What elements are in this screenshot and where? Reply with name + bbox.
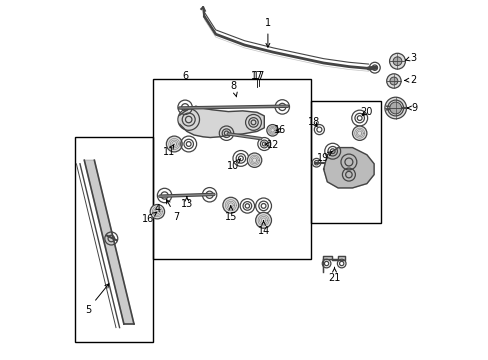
Circle shape	[255, 212, 271, 228]
Circle shape	[389, 53, 405, 69]
Text: 8: 8	[230, 81, 237, 97]
Text: 10: 10	[226, 158, 240, 171]
Text: 15: 15	[224, 206, 237, 222]
Circle shape	[384, 97, 406, 119]
Circle shape	[352, 126, 366, 140]
Text: 19: 19	[316, 152, 331, 163]
Text: 4: 4	[154, 204, 160, 214]
Circle shape	[266, 125, 278, 136]
Text: 17: 17	[250, 71, 263, 81]
Text: 20: 20	[360, 107, 372, 117]
Text: 17: 17	[252, 71, 264, 81]
Text: 14: 14	[257, 221, 269, 236]
Polygon shape	[84, 160, 134, 324]
Text: 21: 21	[327, 267, 340, 283]
Text: 5: 5	[84, 284, 109, 315]
Circle shape	[389, 77, 397, 85]
Circle shape	[247, 153, 261, 167]
Text: 13: 13	[181, 197, 193, 210]
Text: 12: 12	[264, 140, 279, 150]
Text: 18: 18	[307, 117, 320, 127]
Circle shape	[223, 197, 238, 213]
Text: 11: 11	[163, 144, 175, 157]
Polygon shape	[179, 106, 264, 138]
Text: 16: 16	[274, 125, 286, 135]
Circle shape	[150, 204, 164, 219]
Circle shape	[392, 57, 401, 66]
Polygon shape	[322, 256, 345, 272]
Text: 2: 2	[404, 75, 416, 85]
Polygon shape	[323, 148, 373, 188]
Text: 1: 1	[264, 18, 270, 47]
Text: 9: 9	[407, 103, 416, 113]
Circle shape	[386, 74, 400, 88]
Text: 3: 3	[405, 53, 416, 63]
Text: 7: 7	[166, 199, 179, 222]
Circle shape	[389, 102, 401, 114]
Circle shape	[166, 136, 182, 152]
Text: 6: 6	[182, 71, 188, 81]
Text: 16: 16	[142, 212, 157, 224]
